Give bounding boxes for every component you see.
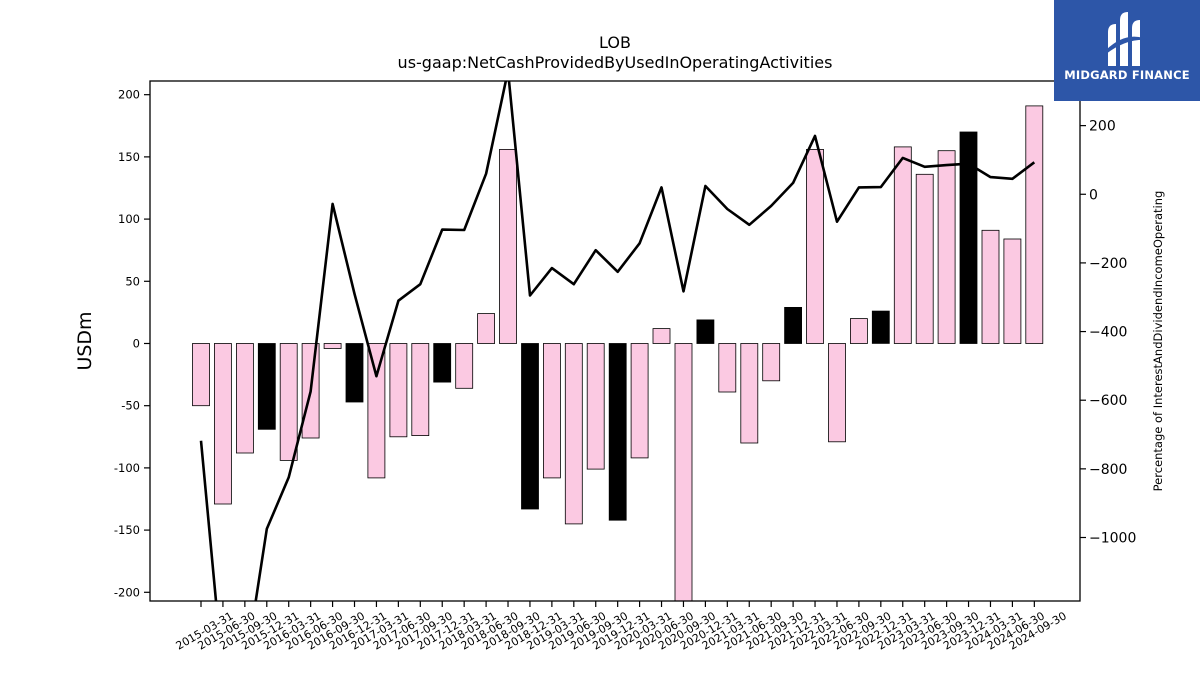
bar-2020-03-31 <box>630 343 649 459</box>
bar-2017-09-30 <box>411 343 430 436</box>
y-axis-label: USDm <box>74 311 96 370</box>
y-tick-label: -50 <box>121 399 140 413</box>
y-axis-ticks: -200 -150 -100 -50 0 50 100 150 200 <box>114 88 150 599</box>
bar-2022-09-30 <box>850 318 868 344</box>
bar-2015-09-30 <box>235 343 254 454</box>
y-tick-label: -150 <box>114 523 140 537</box>
y-tick-label: -200 <box>114 585 140 599</box>
y-tick-label: 150 <box>118 150 140 164</box>
bar-2017-03-31 <box>367 343 386 479</box>
bar-2019-06-30 <box>564 343 583 525</box>
y-tick-label: 200 <box>118 88 140 102</box>
bar-2015-03-31 <box>192 343 210 407</box>
bar-2020-06-30 <box>652 328 671 344</box>
x-axis-ticks: 2015-03-312015-06-302015-09-302015-12-31… <box>174 601 1069 653</box>
bar-2018-09-30 <box>499 148 517 344</box>
y-tick-label: 50 <box>125 274 140 288</box>
bar-2016-12-31 <box>345 343 364 403</box>
y2-tick-label: −1000 <box>1089 531 1136 547</box>
midgard-logo-icon <box>1106 12 1148 66</box>
bar-2021-09-30 <box>762 343 781 382</box>
bar-2023-12-31 <box>959 131 978 344</box>
midgard-finance-logo: MIDGARD FINANCE <box>1054 0 1200 101</box>
bar-2024-06-30 <box>1003 238 1022 344</box>
y2-tick-label: 200 <box>1089 119 1116 135</box>
y2-tick-label: −200 <box>1089 256 1127 272</box>
y2-axis-label: Percentage of InterestAndDividendIncomeO… <box>1151 191 1165 492</box>
bar-2018-12-31 <box>521 343 539 510</box>
line-percentage <box>199 81 1036 601</box>
plot-frame <box>149 80 1081 602</box>
chart-title: LOB <box>599 33 631 52</box>
bar-2017-06-30 <box>389 343 408 438</box>
bar-2018-03-31 <box>455 343 474 389</box>
bar-2022-06-30 <box>828 343 846 443</box>
bar-2022-03-31 <box>806 148 824 344</box>
y2-tick-label: −400 <box>1089 325 1127 341</box>
bar-2020-12-31 <box>696 319 715 344</box>
bar-2015-06-30 <box>213 343 232 505</box>
y2-tick-label: −600 <box>1089 393 1127 409</box>
bar-2023-03-31 <box>893 146 912 344</box>
bar-2019-03-31 <box>543 343 561 479</box>
bar-2019-09-30 <box>586 343 605 470</box>
bar-2015-12-31 <box>257 343 276 430</box>
bar-2023-06-30 <box>915 173 934 344</box>
bar-2021-12-31 <box>784 306 802 344</box>
bar-2024-03-31 <box>981 229 1000 344</box>
y2-axis-ticks: −1000 −800 −600 −400 −200 0 200 <box>1080 119 1136 547</box>
bar-2019-12-31 <box>608 343 627 521</box>
line-series <box>199 81 1036 601</box>
bar-2017-12-31 <box>433 343 452 383</box>
logo-brand-text: MIDGARD FINANCE <box>1064 68 1190 82</box>
bar-2021-06-30 <box>740 343 759 444</box>
bar-2016-03-31 <box>279 343 298 461</box>
bar-2021-03-31 <box>718 343 737 393</box>
bar-2022-12-31 <box>871 310 890 344</box>
y-tick-label: -100 <box>114 461 140 475</box>
bar-2020-09-30 <box>674 343 693 601</box>
bar-series <box>192 105 1044 601</box>
y-tick-label: 100 <box>118 212 140 226</box>
chart-subtitle: us-gaap:NetCashProvidedByUsedInOperating… <box>398 53 833 72</box>
bar-2024-09-30 <box>1025 105 1044 344</box>
bar-2018-06-30 <box>477 313 496 344</box>
bar-2016-09-30 <box>323 343 342 349</box>
y2-tick-label: −800 <box>1089 462 1127 478</box>
y2-tick-label: 0 <box>1089 187 1098 203</box>
bar-2023-09-30 <box>937 150 956 344</box>
y-tick-label: 0 <box>133 336 140 350</box>
